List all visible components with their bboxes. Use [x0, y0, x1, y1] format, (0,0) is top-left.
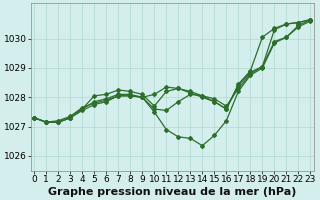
X-axis label: Graphe pression niveau de la mer (hPa): Graphe pression niveau de la mer (hPa) — [48, 187, 297, 197]
